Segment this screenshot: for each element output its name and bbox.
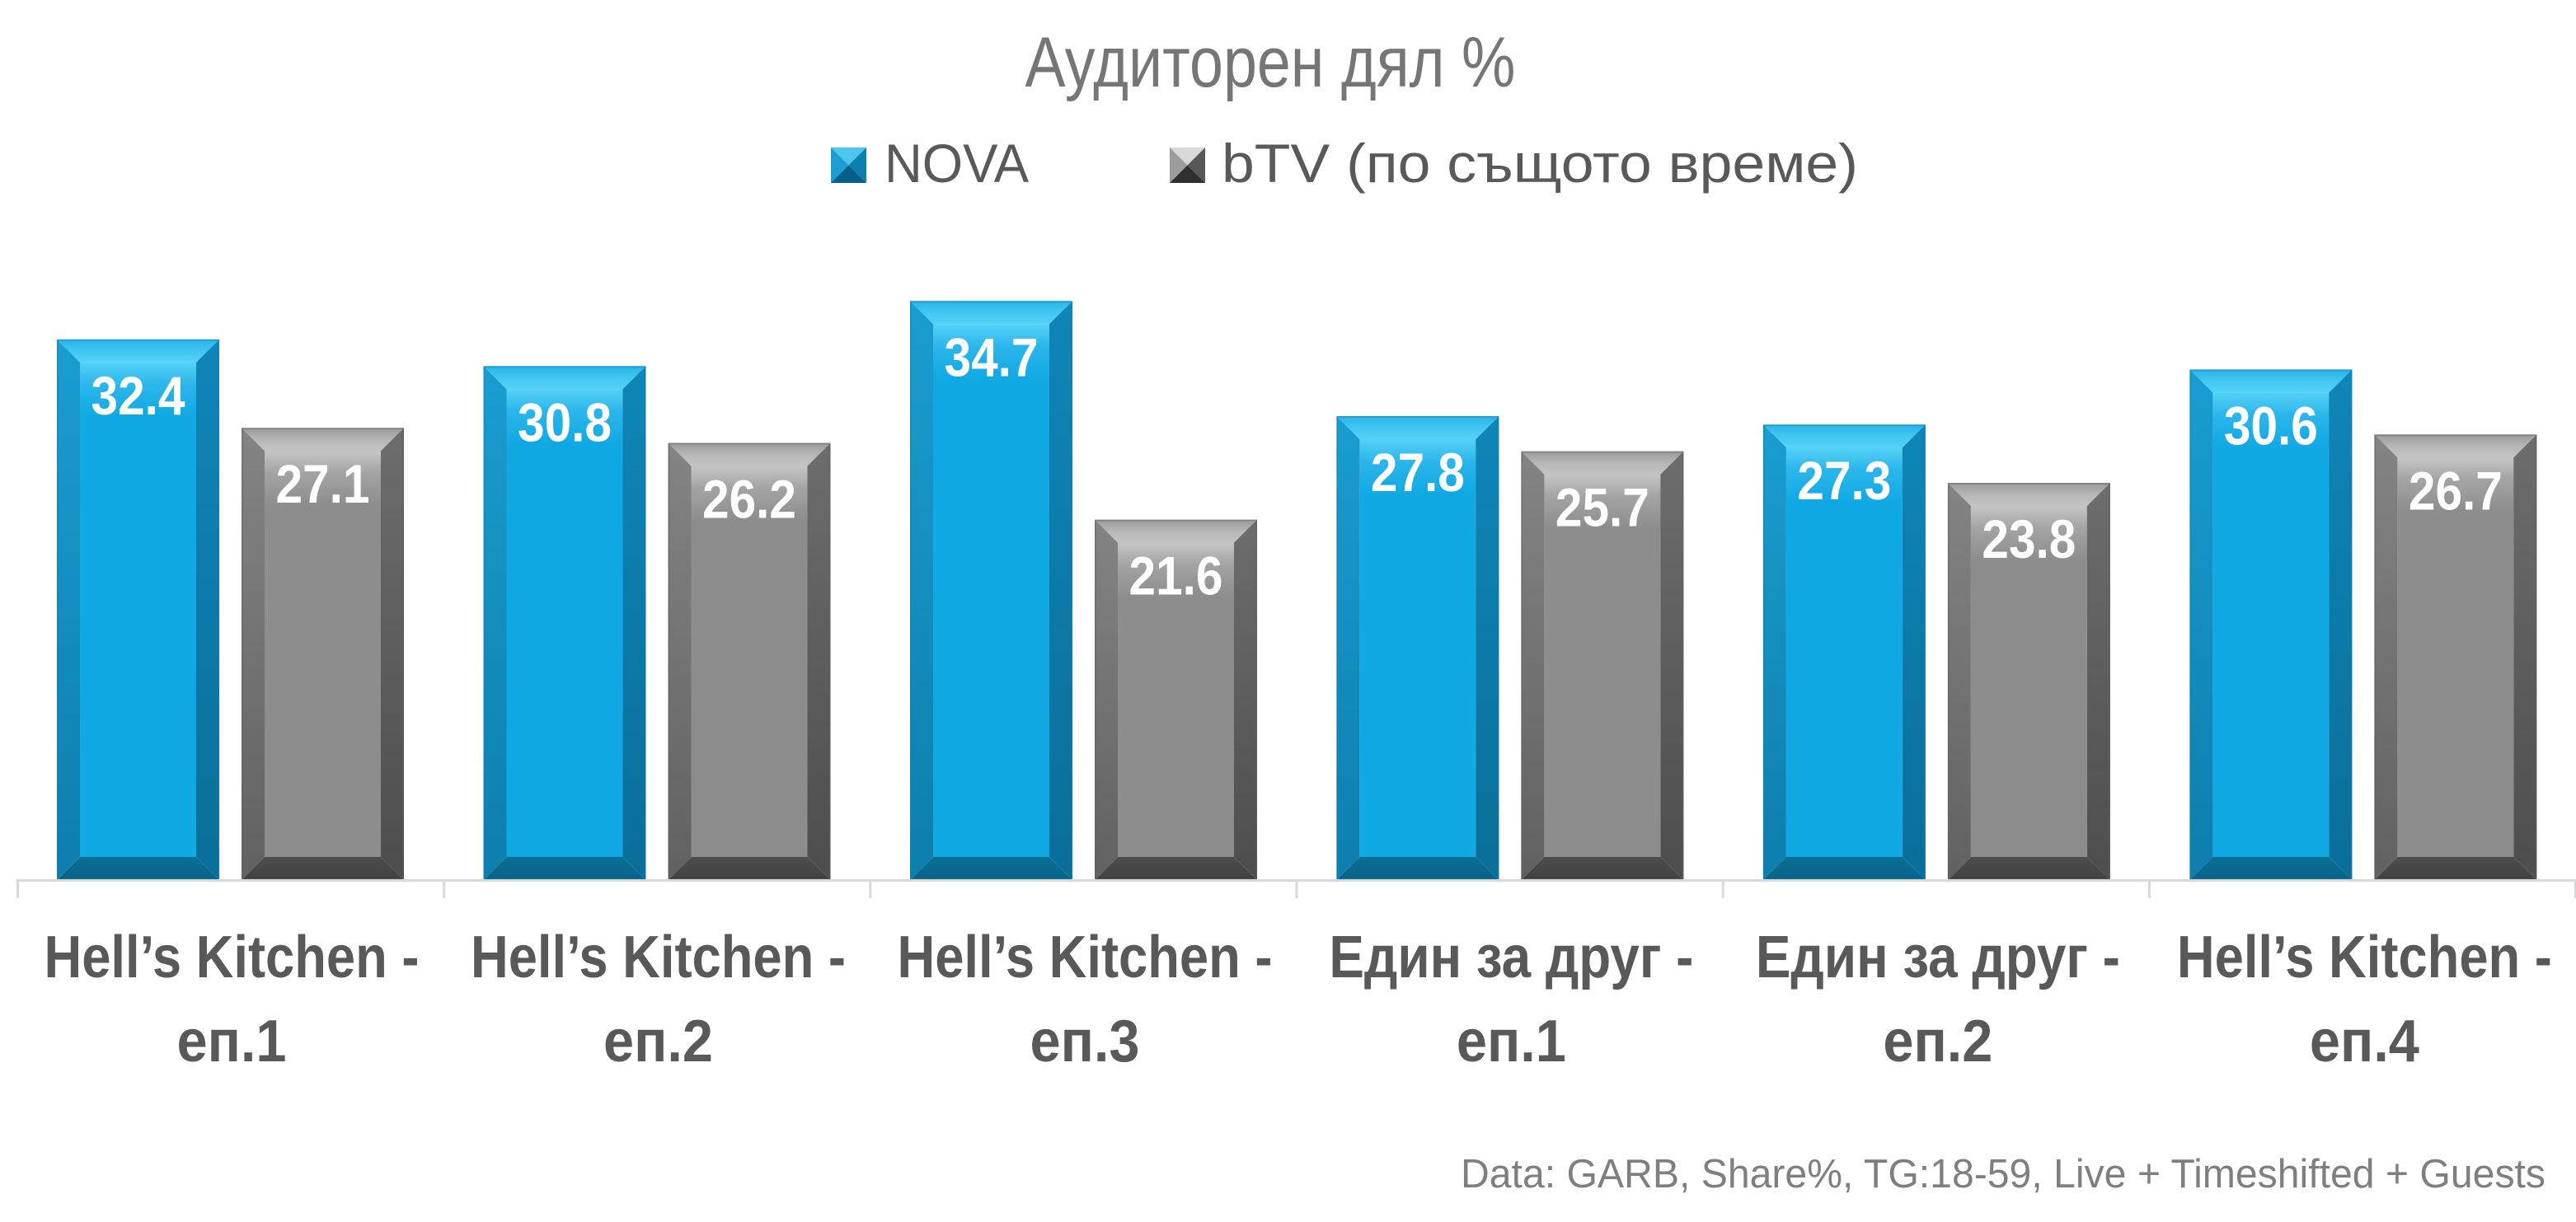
svg-text:27.1: 27.1 bbox=[276, 453, 370, 514]
svg-text:bTV (по същото време): bTV (по същото време) bbox=[1222, 133, 1858, 194]
svg-text:30.8: 30.8 bbox=[518, 391, 612, 452]
svg-text:26.2: 26.2 bbox=[702, 469, 796, 530]
svg-text:Data: GARB, Share%, TG:18-59,: Data: GARB, Share%, TG:18-59, Live + Tim… bbox=[1461, 1152, 2546, 1196]
svg-text:Hell’s Kitchen -: Hell’s Kitchen - bbox=[2177, 925, 2552, 990]
svg-text:27.3: 27.3 bbox=[1797, 450, 1891, 511]
svg-text:еп.2: еп.2 bbox=[603, 1009, 713, 1075]
svg-text:30.6: 30.6 bbox=[2224, 395, 2318, 456]
svg-text:Hell’s Kitchen -: Hell’s Kitchen - bbox=[45, 925, 420, 990]
svg-text:NOVA: NOVA bbox=[884, 133, 1029, 194]
svg-text:34.7: 34.7 bbox=[945, 326, 1039, 387]
svg-text:27.8: 27.8 bbox=[1371, 442, 1465, 503]
svg-text:еп.4: еп.4 bbox=[2310, 1009, 2419, 1075]
svg-text:еп.1: еп.1 bbox=[1457, 1009, 1566, 1075]
svg-text:Един за друг -: Един за друг - bbox=[1329, 925, 1693, 990]
svg-text:26.7: 26.7 bbox=[2409, 460, 2503, 521]
svg-text:Един за друг -: Един за друг - bbox=[1756, 925, 2120, 990]
svg-text:Hell’s Kitchen -: Hell’s Kitchen - bbox=[898, 925, 1273, 990]
svg-text:Аудиторен дял %: Аудиторен дял % bbox=[1025, 23, 1516, 102]
svg-text:Hell’s Kitchen -: Hell’s Kitchen - bbox=[471, 925, 846, 990]
svg-text:25.7: 25.7 bbox=[1555, 477, 1649, 538]
svg-text:21.6: 21.6 bbox=[1129, 545, 1223, 606]
svg-text:23.8: 23.8 bbox=[1982, 508, 2076, 569]
svg-text:еп.2: еп.2 bbox=[1883, 1009, 1992, 1075]
svg-text:32.4: 32.4 bbox=[91, 365, 185, 426]
svg-text:еп.3: еп.3 bbox=[1030, 1009, 1140, 1075]
svg-text:еп.1: еп.1 bbox=[177, 1009, 287, 1075]
